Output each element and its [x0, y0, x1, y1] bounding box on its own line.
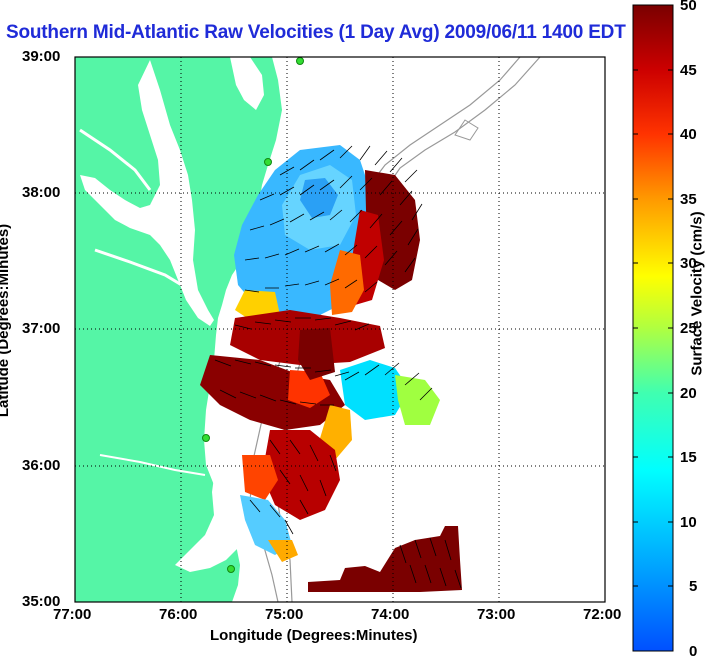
colorbar-tick-label: 15 [680, 449, 697, 466]
colorbar-ticks [633, 4, 673, 652]
x-axis-label: Longitude (Degrees:Minutes) [210, 627, 418, 644]
x-tick-label: 74:00 [371, 606, 410, 623]
radar-site-marker [264, 158, 272, 166]
colorbar-label: Surface Velocity (cm/s) [688, 211, 706, 376]
colorbar-tick-label: 40 [680, 126, 697, 143]
y-tick-label: 39:00 [22, 48, 61, 65]
plot-frame [74, 56, 606, 603]
colorbar-tick-label: 0 [689, 643, 698, 660]
x-tick-label: 73:00 [477, 606, 516, 623]
colorbar-tick-label: 35 [680, 191, 697, 208]
y-tick-label: 35:00 [22, 593, 61, 610]
colorbar [632, 4, 674, 652]
y-tick-label: 37:00 [22, 320, 61, 337]
colorbar-tick-label: 10 [680, 514, 697, 531]
radar-site-marker [227, 565, 235, 573]
colorbar-tick-label: 5 [689, 578, 698, 595]
colorbar-tick-label: 30 [680, 255, 697, 272]
radar-site-marker [202, 434, 210, 442]
sound-water [175, 470, 244, 572]
river-1 [79, 128, 152, 191]
radar-site-marker [296, 57, 304, 65]
river-3 [99, 454, 206, 476]
grid-lines [75, 57, 605, 602]
y-axis-label: Latitude (Degrees:Minutes) [0, 223, 13, 418]
radar-sites [202, 57, 304, 573]
map-title: Southern Mid-Atlantic Raw Velocities (1 … [6, 22, 626, 43]
y-tick-label: 36:00 [22, 457, 61, 474]
bathymetry-contour [454, 119, 479, 141]
velocity-vectors [214, 145, 462, 589]
x-tick-label: 76:00 [159, 606, 198, 623]
x-tick-label: 75:00 [265, 606, 304, 623]
delaware-bay [230, 57, 264, 110]
colorbar-tick-label: 50 [680, 0, 697, 14]
x-tick-label: 77:00 [53, 606, 92, 623]
colorbar-tick-label: 45 [680, 62, 697, 79]
x-tick-label: 72:00 [583, 606, 622, 623]
colorbar-tick-label: 20 [680, 385, 697, 402]
chesapeake-bay [80, 60, 214, 326]
land-mass [75, 57, 282, 602]
colorbar-tick-label: 25 [680, 320, 697, 337]
y-tick-label: 38:00 [22, 184, 61, 201]
river-2 [94, 248, 191, 292]
